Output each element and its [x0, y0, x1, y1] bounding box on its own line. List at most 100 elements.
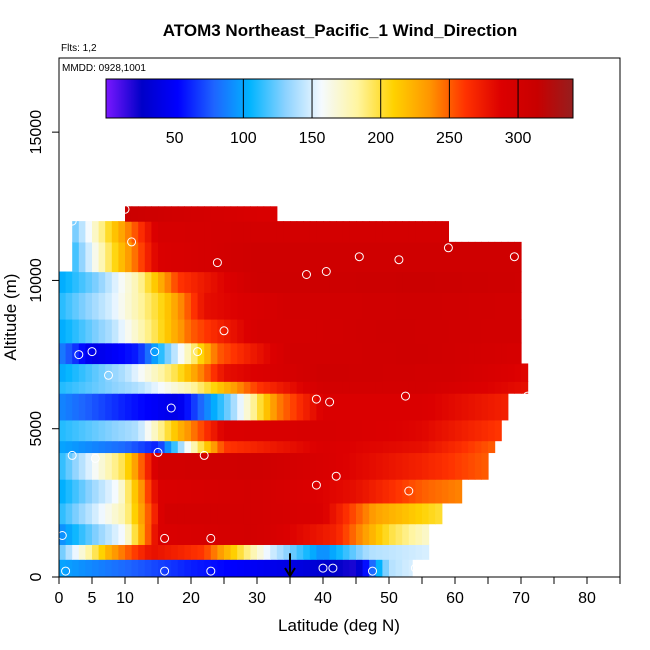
heatmap-cell: [125, 440, 133, 454]
heatmap-cell: [250, 419, 258, 442]
heatmap-cell: [375, 381, 383, 394]
heatmap-cell: [448, 419, 456, 442]
heatmap-cell: [144, 452, 152, 480]
heatmap-cell: [92, 544, 100, 560]
heatmap-cell: [164, 440, 172, 454]
heatmap-cell: [257, 559, 265, 577]
heatmap-cell: [303, 393, 311, 421]
heatmap-cell: [362, 363, 370, 382]
heatmap-cell: [283, 523, 291, 545]
heatmap-cell: [191, 502, 199, 525]
heatmap-cell: [59, 363, 67, 382]
heatmap-cell: [309, 342, 317, 365]
heatmap-cell: [309, 381, 317, 394]
heatmap-cell: [171, 318, 179, 344]
heatmap-cell: [309, 241, 317, 273]
heatmap-cell: [98, 342, 106, 365]
heatmap-cell: [408, 502, 416, 525]
heatmap-cell: [468, 241, 476, 273]
heatmap-cell: [111, 523, 119, 545]
heatmap-cell: [171, 479, 179, 504]
sample-points: [59, 204, 533, 576]
heatmap-cell: [316, 452, 324, 480]
heatmap-cell: [448, 393, 456, 421]
heatmap-cell: [164, 271, 172, 293]
heatmap-cell: [455, 393, 463, 421]
heatmap-cell: [507, 363, 515, 382]
heatmap-cell: [309, 452, 317, 480]
heatmap-cell: [263, 544, 271, 560]
heatmap-cell: [402, 292, 410, 320]
heatmap-cell: [441, 381, 449, 394]
heatmap-cell: [230, 342, 238, 365]
heatmap-cell: [408, 318, 416, 344]
heatmap-cell: [92, 318, 100, 344]
heatmap-cell: [125, 502, 133, 525]
heatmap-cell: [296, 221, 304, 243]
heatmap-cell: [329, 381, 337, 394]
heatmap-cell: [164, 206, 172, 222]
heatmap-cell: [237, 318, 245, 344]
heatmap-cell: [283, 292, 291, 320]
heatmap-cell: [375, 452, 383, 480]
heatmap-cell: [144, 479, 152, 504]
heatmap-cell: [488, 440, 496, 454]
heatmap-cell: [111, 318, 119, 344]
heatmap-cell: [296, 452, 304, 480]
heatmap-cell: [263, 221, 271, 243]
heatmap-cell: [303, 502, 311, 525]
heatmap-cell: [488, 419, 496, 442]
heatmap-cell: [138, 342, 146, 365]
heatmap-cell: [111, 271, 119, 293]
heatmap-cell: [474, 292, 482, 320]
heatmap-cell: [184, 544, 192, 560]
heatmap-cell: [125, 479, 133, 504]
heatmap-cell: [237, 363, 245, 382]
heatmap-cell: [408, 241, 416, 273]
sample-point: [90, 453, 100, 463]
sample-point: [410, 563, 420, 573]
heatmap-cell: [395, 419, 403, 442]
heatmap-cell: [59, 292, 67, 320]
heatmap-cell: [441, 241, 449, 273]
heatmap-cell: [356, 292, 364, 320]
heatmap-cell: [296, 559, 304, 577]
heatmap-cell: [428, 318, 436, 344]
heatmap-cell: [177, 544, 185, 560]
heatmap-cell: [237, 452, 245, 480]
heatmap-cell: [375, 342, 383, 365]
heatmap-cell: [521, 363, 529, 382]
heatmap-cell: [243, 206, 251, 222]
heatmap-cell: [356, 221, 364, 243]
heatmap-cell: [65, 544, 73, 560]
heatmap-cell: [323, 440, 331, 454]
heatmap-cell: [356, 502, 364, 525]
heatmap-cell: [395, 544, 403, 560]
heatmap-cell: [85, 523, 93, 545]
heatmap-cell: [448, 452, 456, 480]
heatmap-cell: [468, 363, 476, 382]
heatmap-cell: [78, 241, 86, 273]
heatmap-cell: [217, 206, 225, 222]
heatmap-cell: [342, 342, 350, 365]
heatmap-cell: [237, 559, 245, 577]
heatmap-cell: [243, 393, 251, 421]
heatmap-cell: [230, 452, 238, 480]
heatmap-cell: [494, 393, 502, 421]
heatmap-cell: [309, 523, 317, 545]
heatmap-cell: [494, 381, 502, 394]
y-tick-label: 15000: [28, 110, 45, 155]
colorbar-tick-label: 150: [299, 130, 326, 147]
heatmap-cell: [191, 544, 199, 560]
heatmap-cell: [118, 502, 126, 525]
heatmap-cell: [230, 292, 238, 320]
heatmap-cell: [488, 381, 496, 394]
heatmap-cell: [224, 544, 232, 560]
heatmap-cell: [85, 271, 93, 293]
heatmap-cell: [435, 419, 443, 442]
heatmap-cell: [138, 393, 146, 421]
heatmap-cell: [395, 440, 403, 454]
heatmap-cell: [468, 393, 476, 421]
sample-point: [160, 566, 170, 576]
heatmap-cell: [263, 292, 271, 320]
